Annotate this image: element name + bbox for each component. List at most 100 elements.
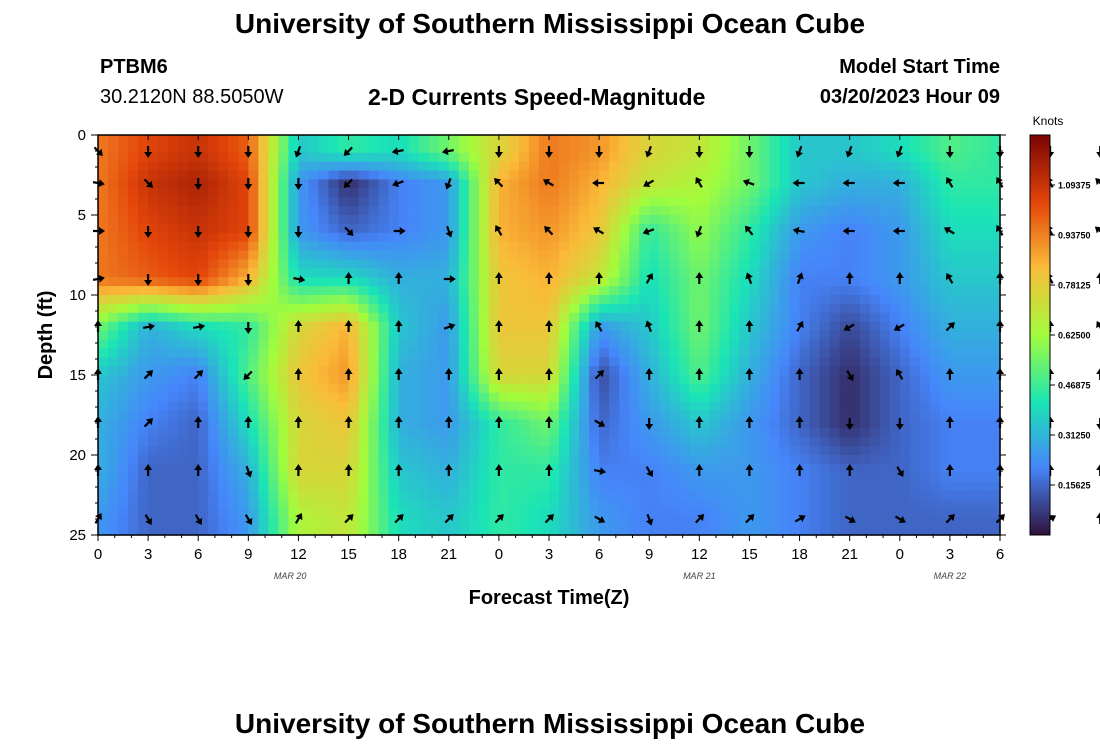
heat-cell	[348, 499, 360, 509]
heat-cell	[448, 303, 460, 314]
heat-cell	[168, 286, 179, 296]
heat-cell	[208, 215, 219, 225]
heat-cell	[148, 383, 159, 394]
heat-cell	[478, 241, 490, 252]
heat-cell	[408, 143, 420, 154]
heat-cell	[268, 472, 279, 483]
heat-cell	[518, 232, 530, 243]
current-arrow	[344, 368, 353, 380]
heat-cell	[318, 455, 330, 465]
current-arrow	[545, 464, 553, 476]
heat-cell	[168, 455, 179, 465]
heat-cell	[428, 383, 440, 394]
heat-cell	[859, 303, 871, 314]
heat-cell	[518, 250, 530, 261]
heat-cell	[979, 312, 991, 323]
heat-cell	[929, 375, 941, 385]
current-arrow	[945, 368, 954, 380]
heat-cell	[579, 357, 590, 367]
heat-cell	[729, 508, 741, 518]
heat-cell	[769, 152, 781, 163]
heat-cell	[819, 321, 831, 332]
heat-cell	[148, 472, 159, 483]
heat-cell	[779, 437, 791, 447]
heat-cell	[909, 419, 921, 429]
heat-cell	[649, 170, 660, 181]
heat-cell	[739, 188, 751, 198]
heat-cell	[759, 508, 771, 518]
heat-cell	[388, 508, 400, 518]
heat-cell	[629, 508, 640, 518]
heat-cell	[559, 286, 570, 296]
x-tick-label: 3	[946, 546, 954, 563]
heat-cell	[528, 330, 540, 341]
heat-cell	[989, 472, 1001, 483]
heat-cell	[248, 410, 259, 421]
heat-cell	[398, 392, 410, 403]
heat-cell	[569, 366, 580, 376]
heat-cell	[569, 330, 580, 341]
heat-cell	[538, 223, 550, 234]
heat-cell	[308, 152, 320, 163]
heat-cell	[969, 330, 981, 341]
heat-cell	[388, 499, 400, 509]
heat-cell	[759, 179, 771, 189]
heat-cell	[408, 286, 420, 296]
heat-cell	[198, 339, 209, 349]
heat-cell	[629, 330, 640, 341]
heat-cell	[158, 268, 169, 278]
heat-cell	[589, 490, 600, 501]
heat-cell	[408, 410, 420, 421]
heat-cell	[769, 179, 781, 189]
heat-cell	[599, 321, 610, 332]
heat-cell	[969, 179, 981, 189]
heat-cell	[869, 428, 881, 438]
heat-cell	[899, 277, 911, 287]
heat-cell	[218, 303, 229, 314]
heat-cell	[559, 241, 570, 252]
heat-cell	[779, 499, 791, 509]
heat-cell	[488, 366, 500, 376]
heat-cell	[619, 161, 630, 172]
heat-cell	[338, 330, 350, 341]
heat-cell	[478, 348, 490, 358]
heat-cell	[308, 170, 320, 181]
heat-cell	[919, 339, 931, 349]
heat-cell	[238, 295, 249, 305]
heat-cell	[138, 366, 149, 376]
heat-cell	[98, 401, 109, 412]
heat-cell	[579, 463, 590, 474]
heat-cell	[639, 161, 650, 172]
heat-cell	[729, 188, 741, 198]
heat-cell	[138, 463, 149, 474]
heat-cell	[288, 152, 300, 163]
heat-cell	[609, 170, 620, 181]
heat-cell	[508, 455, 520, 465]
heat-cell	[899, 330, 911, 341]
heat-cell	[949, 401, 961, 412]
heat-cell	[969, 428, 981, 438]
heat-cell	[559, 295, 570, 305]
heat-cell	[609, 375, 620, 385]
heat-cell	[719, 223, 730, 234]
heat-cell	[679, 303, 690, 314]
current-arrow	[244, 274, 253, 286]
heat-cell	[278, 419, 290, 429]
heat-cell	[148, 250, 159, 261]
heat-cell	[749, 410, 761, 421]
heat-cell	[869, 437, 881, 447]
heat-cell	[879, 455, 891, 465]
heat-cell	[759, 481, 771, 492]
heat-cell	[889, 215, 901, 225]
heat-cell	[609, 268, 620, 278]
heat-cell	[338, 135, 350, 145]
heat-cell	[268, 197, 279, 207]
heat-cell	[639, 508, 650, 518]
current-arrow	[1096, 272, 1100, 284]
heat-cell	[879, 241, 891, 252]
heat-cell	[559, 250, 570, 261]
heat-cell	[689, 463, 700, 474]
heat-cell	[939, 410, 951, 421]
heat-cell	[328, 392, 340, 403]
heat-cell	[829, 232, 841, 243]
